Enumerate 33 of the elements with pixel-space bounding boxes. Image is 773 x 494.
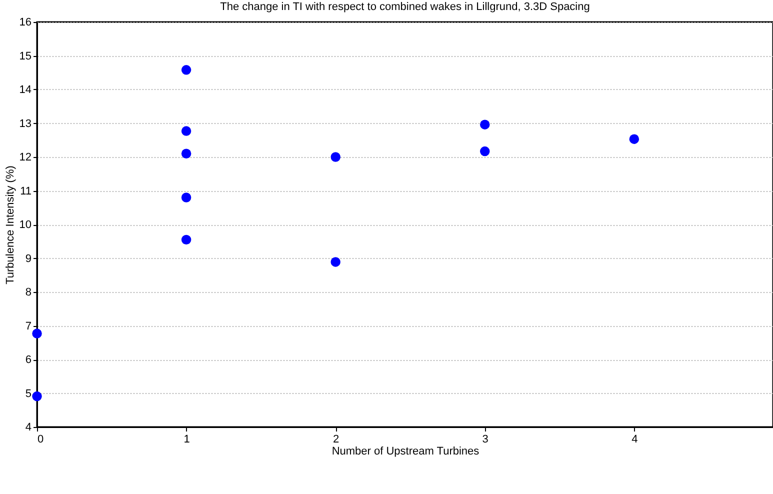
point bbox=[330, 257, 340, 267]
y-tick-label: 8 bbox=[25, 286, 32, 298]
x-tick-label: 4 bbox=[632, 434, 638, 446]
point bbox=[480, 120, 490, 130]
x-tick-label: 2 bbox=[333, 434, 340, 446]
y-tick-label: 12 bbox=[19, 152, 32, 164]
x-tick-label: 0 bbox=[38, 434, 44, 446]
y-tick-label: 15 bbox=[19, 50, 32, 62]
y-tick-label: 16 bbox=[19, 16, 32, 28]
y-tick-label: 10 bbox=[19, 219, 32, 231]
point bbox=[32, 328, 42, 338]
x-tick-label: 3 bbox=[482, 434, 488, 446]
y-tick-label: 5 bbox=[25, 388, 32, 400]
y-tick-label: 9 bbox=[25, 252, 32, 265]
point bbox=[629, 134, 640, 144]
point bbox=[32, 391, 42, 402]
point bbox=[181, 126, 192, 136]
point bbox=[181, 148, 192, 158]
y-tick-label: 11 bbox=[20, 185, 32, 198]
y-axis-title: Turbulence Intensity (%) bbox=[4, 166, 16, 284]
y-tick-label: 7 bbox=[25, 320, 32, 332]
x-axis-title: Number of Upstream Turbines bbox=[332, 446, 480, 458]
point bbox=[480, 146, 490, 156]
point bbox=[330, 152, 340, 162]
y-tick-label: 4 bbox=[25, 422, 32, 434]
point bbox=[181, 234, 192, 245]
chart-title: The change in TI with respect to combined wakes in Lillgrund, 3.3D Spacing bbox=[220, 1, 590, 13]
x-tick-label: 1 bbox=[184, 434, 190, 446]
point bbox=[181, 65, 192, 75]
y-tick-label: 6 bbox=[25, 354, 32, 366]
point bbox=[181, 192, 192, 202]
y-tick-label: 14 bbox=[19, 84, 32, 96]
y-tick-label: 13 bbox=[19, 118, 32, 130]
